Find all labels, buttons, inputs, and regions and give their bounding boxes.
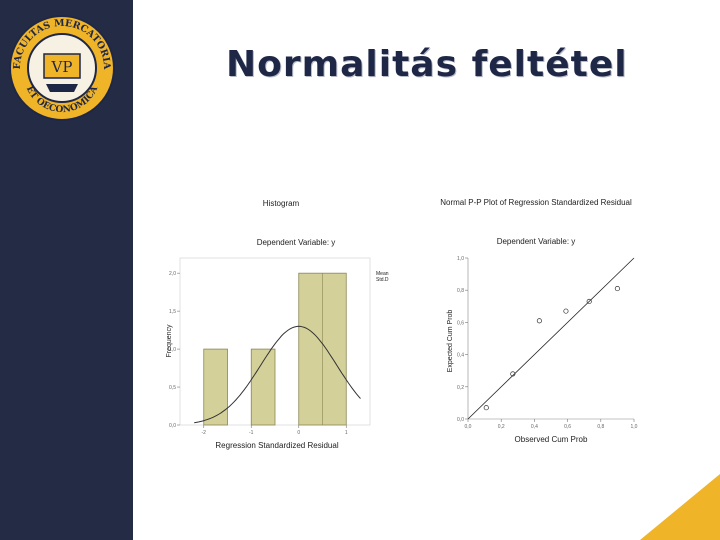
pp-data-point bbox=[614, 286, 620, 292]
pp-x-tick-label: 0,0 bbox=[465, 424, 472, 430]
legend-stddev-label: Std.D bbox=[376, 277, 389, 283]
pp-data-point bbox=[536, 318, 542, 324]
histogram-x-tick-label: 1 bbox=[345, 430, 348, 436]
pp-y-tick-label: 1,0 bbox=[457, 256, 464, 262]
histogram-x-tick-label: -1 bbox=[249, 430, 254, 436]
histogram-y-tick-label: 0,5 bbox=[169, 385, 176, 391]
histogram-y-tick-label: 1,0 bbox=[169, 347, 176, 353]
pp-plot-y-axis-label: Expected Cum Prob bbox=[447, 310, 454, 373]
pp-x-tick-label: 0,2 bbox=[498, 424, 505, 430]
pp-plot-title: Normal P-P Plot of Regression Standardiz… bbox=[440, 198, 632, 207]
pp-x-tick-label: 0,8 bbox=[597, 424, 604, 430]
pp-y-tick-label: 0,4 bbox=[457, 353, 464, 359]
pp-plot-chart: Normal P-P Plot of Regression Standardiz… bbox=[440, 198, 637, 444]
histogram-x-tick-label: -2 bbox=[202, 430, 207, 436]
pp-y-tick-label: 0,6 bbox=[457, 320, 464, 326]
pp-data-point bbox=[586, 298, 592, 305]
corner-accent bbox=[640, 474, 720, 540]
histogram-y-tick-label: 0,0 bbox=[169, 423, 176, 429]
histogram-y-tick-label: 2,0 bbox=[169, 271, 176, 277]
histogram-bar bbox=[250, 348, 276, 426]
histogram-y-tick-label: 1,5 bbox=[169, 309, 176, 315]
pp-plot-x-axis-label: Observed Cum Prob bbox=[515, 435, 588, 444]
legend-mean-label: Mean bbox=[376, 271, 389, 277]
pp-x-tick-label: 1,0 bbox=[631, 424, 638, 430]
histogram-x-axis-label: Regression Standardized Residual bbox=[215, 441, 338, 450]
histogram-normal-curve bbox=[194, 325, 361, 424]
logo-initials: VP bbox=[51, 58, 73, 76]
histogram-chart: Histogram Dependent Variable: y 0,0 0,5 1,… bbox=[166, 199, 389, 450]
histogram-y-axis-label: Frequency bbox=[166, 324, 173, 358]
sidebar: FACULTAS MERCATORIA ET OECONOMICA VP bbox=[0, 0, 133, 540]
pp-data-point bbox=[510, 371, 516, 377]
pp-data-point bbox=[483, 405, 489, 411]
pp-data-point bbox=[563, 308, 569, 314]
pp-x-tick-label: 0,6 bbox=[564, 424, 571, 430]
pp-y-tick-label: 0,2 bbox=[457, 385, 464, 391]
histogram-x-tick-label: 0 bbox=[297, 430, 300, 436]
pp-reference-line bbox=[467, 257, 635, 420]
histogram-title: Histogram bbox=[263, 199, 300, 208]
pp-y-tick-label: 0,8 bbox=[457, 288, 464, 294]
slide-title: Normalitás feltétel bbox=[226, 44, 628, 85]
faculty-logo: FACULTAS MERCATORIA ET OECONOMICA VP bbox=[9, 15, 115, 121]
pp-y-tick-label: 0,0 bbox=[457, 417, 464, 423]
pp-plot-subtitle: Dependent Variable: y bbox=[497, 237, 576, 246]
charts-area: Histogram Dependent Variable: y 0,0 0,5 1,… bbox=[166, 198, 638, 450]
histogram-bar bbox=[203, 348, 228, 426]
histogram-subtitle: Dependent Variable: y bbox=[257, 238, 336, 247]
pp-x-tick-label: 0,4 bbox=[531, 424, 538, 430]
